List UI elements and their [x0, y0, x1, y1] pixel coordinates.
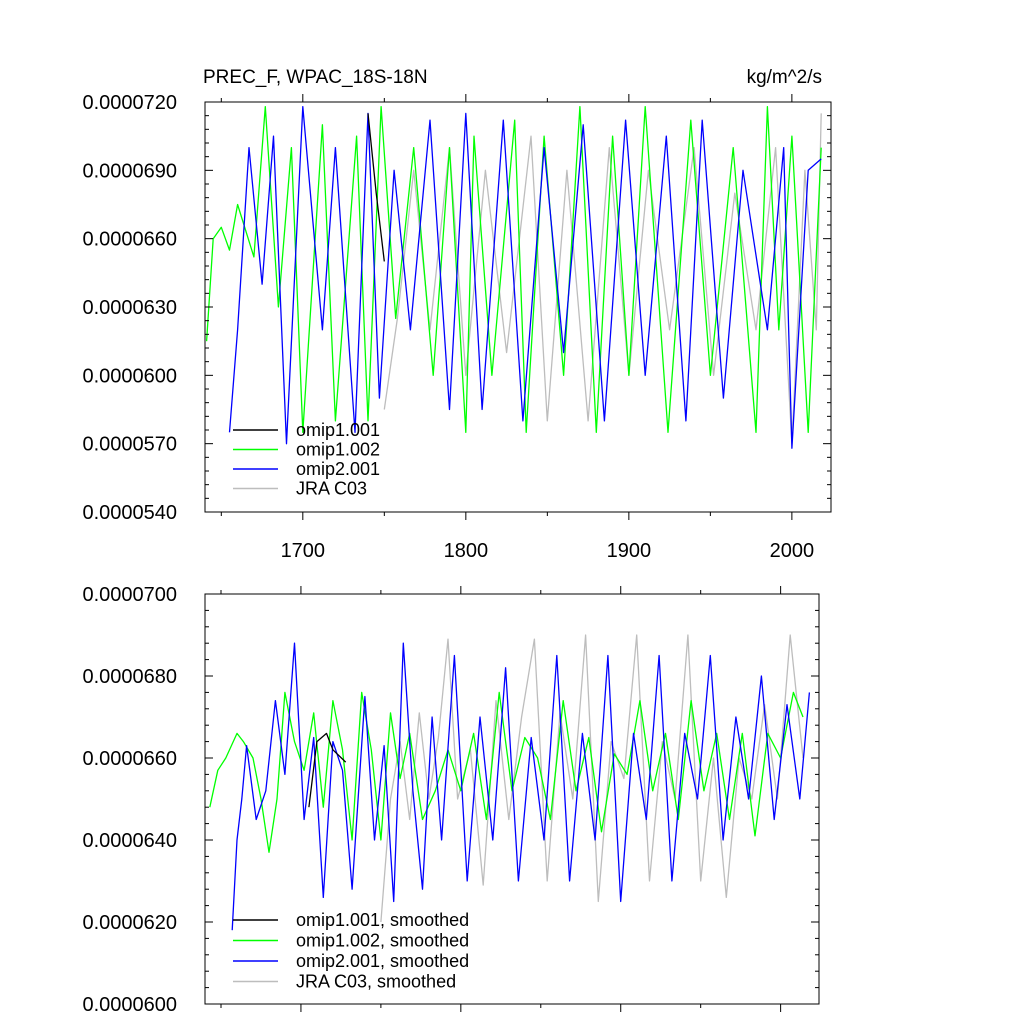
bottom-legend-label: JRA C03, smoothed — [296, 972, 456, 992]
bottom-legend-label: omip1.001, smoothed — [296, 910, 469, 930]
bottom-y-tick-label: 0.0000600 — [82, 994, 177, 1016]
bottom-y-tick-label: 0.0000680 — [82, 666, 177, 688]
bottom-series-omip2-001-smoothed — [232, 643, 809, 930]
top-x-tick-label: 1700 — [281, 540, 326, 562]
bottom-y-tick-label: 0.0000660 — [82, 748, 177, 770]
bottom-y-tick-label: 0.0000700 — [82, 584, 177, 606]
bottom-y-tick-label: 0.0000640 — [82, 830, 177, 852]
top-x-tick-labels: 1700 1800 1900 2000 — [281, 540, 815, 562]
bottom-y-tick-labels: 0.0000600 0.0000620 0.0000640 0.0000660 0.00… — [82, 584, 177, 1016]
bottom-y-tick-label: 0.0000620 — [82, 912, 177, 934]
top-y-tick-label: 0.0000540 — [82, 502, 177, 524]
top-series-omip1-002 — [207, 107, 822, 433]
top-y-tick-label: 0.0000600 — [82, 365, 177, 387]
bottom-series-jra-c03-smoothed — [381, 635, 803, 922]
bottom-panel: 0.0000600 0.0000620 0.0000640 0.0000660 0.00… — [82, 584, 819, 1016]
top-x-tick-label: 2000 — [770, 540, 815, 562]
top-legend-label: omip1.001 — [296, 420, 380, 440]
top-y-tick-label: 0.0000630 — [82, 297, 177, 319]
top-panel: PREC_F, WPAC_18S-18N kg/m^2/s 0.00005400… — [82, 67, 831, 562]
top-legend-label: omip2.001 — [296, 459, 380, 479]
top-y-tick-label: 0.0000690 — [82, 160, 177, 182]
top-series-layer — [207, 107, 822, 449]
top-chart-units: kg/m^2/s — [747, 67, 822, 88]
top-chart-title: PREC_F, WPAC_18S-18N — [203, 67, 428, 88]
figure: PREC_F, WPAC_18S-18N kg/m^2/s 0.00005400… — [0, 0, 1024, 1024]
bottom-series-layer — [210, 635, 810, 930]
top-y-tick-label: 0.0000720 — [82, 92, 177, 114]
top-x-tick-label: 1900 — [607, 540, 652, 562]
bottom-legend-label: omip1.002, smoothed — [296, 931, 469, 951]
top-y-tick-labels: 0.0000540 0.0000570 0.0000600 0.0000630 0.00… — [82, 92, 177, 524]
top-y-tick-label: 0.0000570 — [82, 434, 177, 456]
top-legend-label: JRA C03 — [296, 479, 367, 499]
top-y-tick-label: 0.0000660 — [82, 229, 177, 251]
top-x-tick-label: 1800 — [444, 540, 489, 562]
top-legend-label: omip1.002 — [296, 440, 380, 460]
bottom-legend-label: omip2.001, smoothed — [296, 951, 469, 971]
